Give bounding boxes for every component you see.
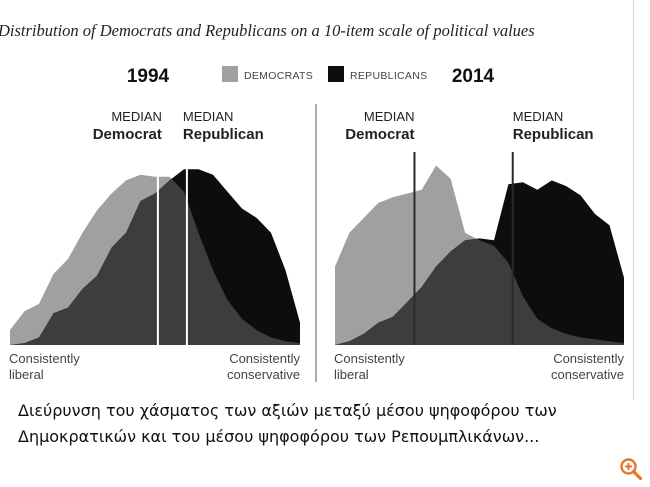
axis-label-liberal-1994: Consistently liberal	[9, 351, 80, 382]
median-democrat-label-1994: MEDIAN Democrat	[93, 109, 162, 143]
chart-title: Distribution of Democrats and Republican…	[0, 21, 535, 40]
legend-swatch-democrats	[222, 66, 238, 82]
legend-label-democrats: DEMOCRATS	[244, 70, 313, 82]
panel-1994: MEDIAN Democrat MEDIAN Republican Consistent…	[9, 109, 300, 382]
axis-label-liberal-2014: Consistently liberal	[334, 351, 405, 382]
legend-label-republicans: REPUBLICANS	[350, 70, 427, 82]
year-label-2014: 2014	[452, 66, 495, 87]
zoom-in-icon	[620, 458, 643, 481]
median-democrat-label-2014: MEDIAN Democrat	[345, 109, 414, 143]
zoom-button[interactable]	[618, 456, 644, 482]
caption: Διεύρυνση του χάσματος των αξιών μεταξύ …	[18, 398, 618, 450]
median-republican-label-1994: MEDIAN Republican	[183, 109, 264, 143]
axis-label-conservative-2014: Consistently conservative	[551, 351, 624, 382]
chart-figure: Distribution of Democrats and Republican…	[0, 21, 624, 382]
legend: DEMOCRATS REPUBLICANS	[222, 66, 427, 82]
year-label-1994: 1994	[127, 66, 170, 87]
panels: MEDIAN Democrat MEDIAN Republican Consistent…	[9, 109, 624, 382]
median-republican-label-2014: MEDIAN Republican	[513, 109, 594, 143]
caption-line-1: Διεύρυνση του χάσματος των αξιών μεταξύ …	[18, 401, 557, 420]
axis-label-conservative-1994: Consistently conservative	[227, 351, 300, 382]
figure-border	[633, 0, 634, 400]
legend-swatch-republicans	[328, 66, 344, 82]
caption-line-2: Δημοκρατικών και του μέσου ψηφοφόρου των…	[18, 427, 540, 446]
panel-2014: MEDIAN Democrat MEDIAN Republican Consistent…	[334, 109, 624, 382]
chart-svg: Distribution of Democrats and Republican…	[0, 21, 624, 382]
